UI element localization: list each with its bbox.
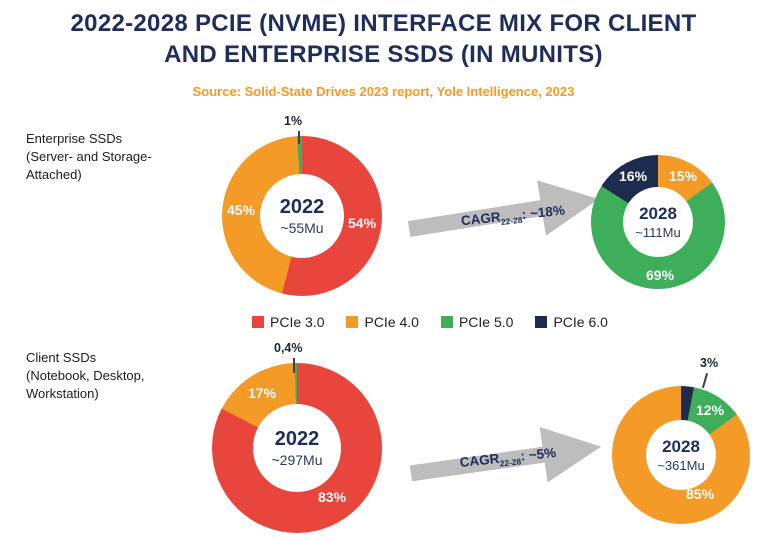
pct-label-pcie50: 12%	[696, 402, 725, 418]
donut-total: ~55Mu	[280, 220, 324, 236]
legend-swatch-pcie50	[440, 316, 453, 328]
donut-year: 2022	[274, 428, 320, 450]
legend-swatch-pcie60	[535, 316, 548, 328]
leader-line	[701, 373, 708, 388]
legend-item-pcie60: PCIe 6.0	[535, 314, 608, 330]
trend-arrow-client	[409, 426, 602, 483]
client-label-line1: Client SSDs	[26, 350, 97, 365]
pct-label-pcie40: 17%	[248, 385, 277, 401]
donut-total: ~297Mu	[271, 452, 323, 468]
pct-label-pcie50: 69%	[646, 267, 675, 283]
donut-center-client-2022: 2022 ~297Mu	[253, 404, 341, 492]
donut-client-2022: 2022 ~297Mu 83% 17% 0,4%	[212, 341, 382, 533]
trend-arrow-enterprise	[407, 180, 599, 237]
pct-label-pcie50: 0,4%	[274, 341, 303, 355]
donut-center-enterprise-2028: 2028 ~111Mu	[623, 187, 693, 257]
client-label-line2: (Notebook, Desktop,	[26, 368, 145, 384]
pct-label-pcie40: 85%	[686, 486, 715, 502]
chart-title-line2: AND ENTERPRISE SSDS (IN MUNITS)	[164, 41, 603, 69]
donut-year: 2022	[279, 196, 325, 218]
cagr-value: : ~18%	[521, 202, 566, 223]
cagr-prefix: CAGR	[460, 209, 502, 229]
pct-label-pcie30: 54%	[348, 215, 377, 231]
pct-label-pcie60: 3%	[700, 356, 719, 370]
source-line: Source: Solid-State Drives 2023 report, …	[192, 84, 575, 99]
legend-swatch-pcie30	[252, 316, 264, 328]
client-label-line3: Workstation)	[26, 386, 99, 402]
cagr-prefix: CAGR	[458, 450, 501, 471]
pct-label-pcie60: 16%	[619, 168, 648, 184]
donut-enterprise-2022: 2022 ~55Mu 54% 45% 1%	[222, 114, 382, 296]
donut-total: ~361Mu	[657, 458, 705, 473]
pct-label-pcie30: 83%	[318, 489, 347, 505]
legend-label: PCIe 4.0	[364, 314, 419, 330]
legend-swatch-pcie40	[346, 316, 359, 328]
legend-label: PCIe 6.0	[553, 314, 608, 330]
donut-year: 2028	[662, 437, 700, 456]
client-group-label: Client SSDs (Notebook, Desktop, Workstat…	[26, 349, 211, 404]
pct-label-pcie50: 1%	[284, 114, 303, 128]
enterprise-label-line2: (Server- and Storage-	[26, 149, 152, 165]
enterprise-label-line3: Attached)	[26, 167, 82, 183]
enterprise-label-line1: Enterprise SSDs	[26, 131, 123, 146]
leader-line	[298, 131, 300, 144]
donut-year: 2028	[639, 204, 677, 223]
pct-label-pcie40: 15%	[669, 168, 698, 184]
donut-enterprise-2028: 2028 ~111Mu 15% 69% 16%	[591, 155, 725, 289]
chart-title-line1: 2022-2028 PCIE (NVME) INTERFACE MIX FOR …	[70, 10, 697, 37]
legend-item-pcie50: PCIe 5.0	[440, 314, 514, 330]
legend-label: PCIe 5.0	[458, 314, 514, 330]
donut-total: ~111Mu	[635, 225, 681, 240]
pct-label-pcie40: 45%	[227, 202, 256, 218]
legend-label: PCIe 3.0	[270, 314, 325, 330]
donut-center-client-2028: 2028 ~361Mu	[646, 420, 716, 490]
donut-center-enterprise-2022: 2022 ~55Mu	[260, 174, 344, 258]
enterprise-group-label: Enterprise SSDs (Server- and Storage- At…	[26, 130, 211, 185]
leader-line	[293, 358, 295, 373]
legend-item-pcie30: PCIe 3.0	[252, 314, 324, 330]
legend: PCIe 3.0 PCIe 4.0 PCIe 5.0 PCIe 6.0	[252, 314, 608, 330]
donut-client-2028: 2028 ~361Mu 3% 12% 85%	[612, 356, 750, 524]
chart-title: 2022-2028 PCIE (NVME) INTERFACE MIX FOR …	[0, 8, 767, 70]
cagr-value: : ~5%	[519, 444, 557, 464]
legend-item-pcie40: PCIe 4.0	[346, 314, 419, 330]
